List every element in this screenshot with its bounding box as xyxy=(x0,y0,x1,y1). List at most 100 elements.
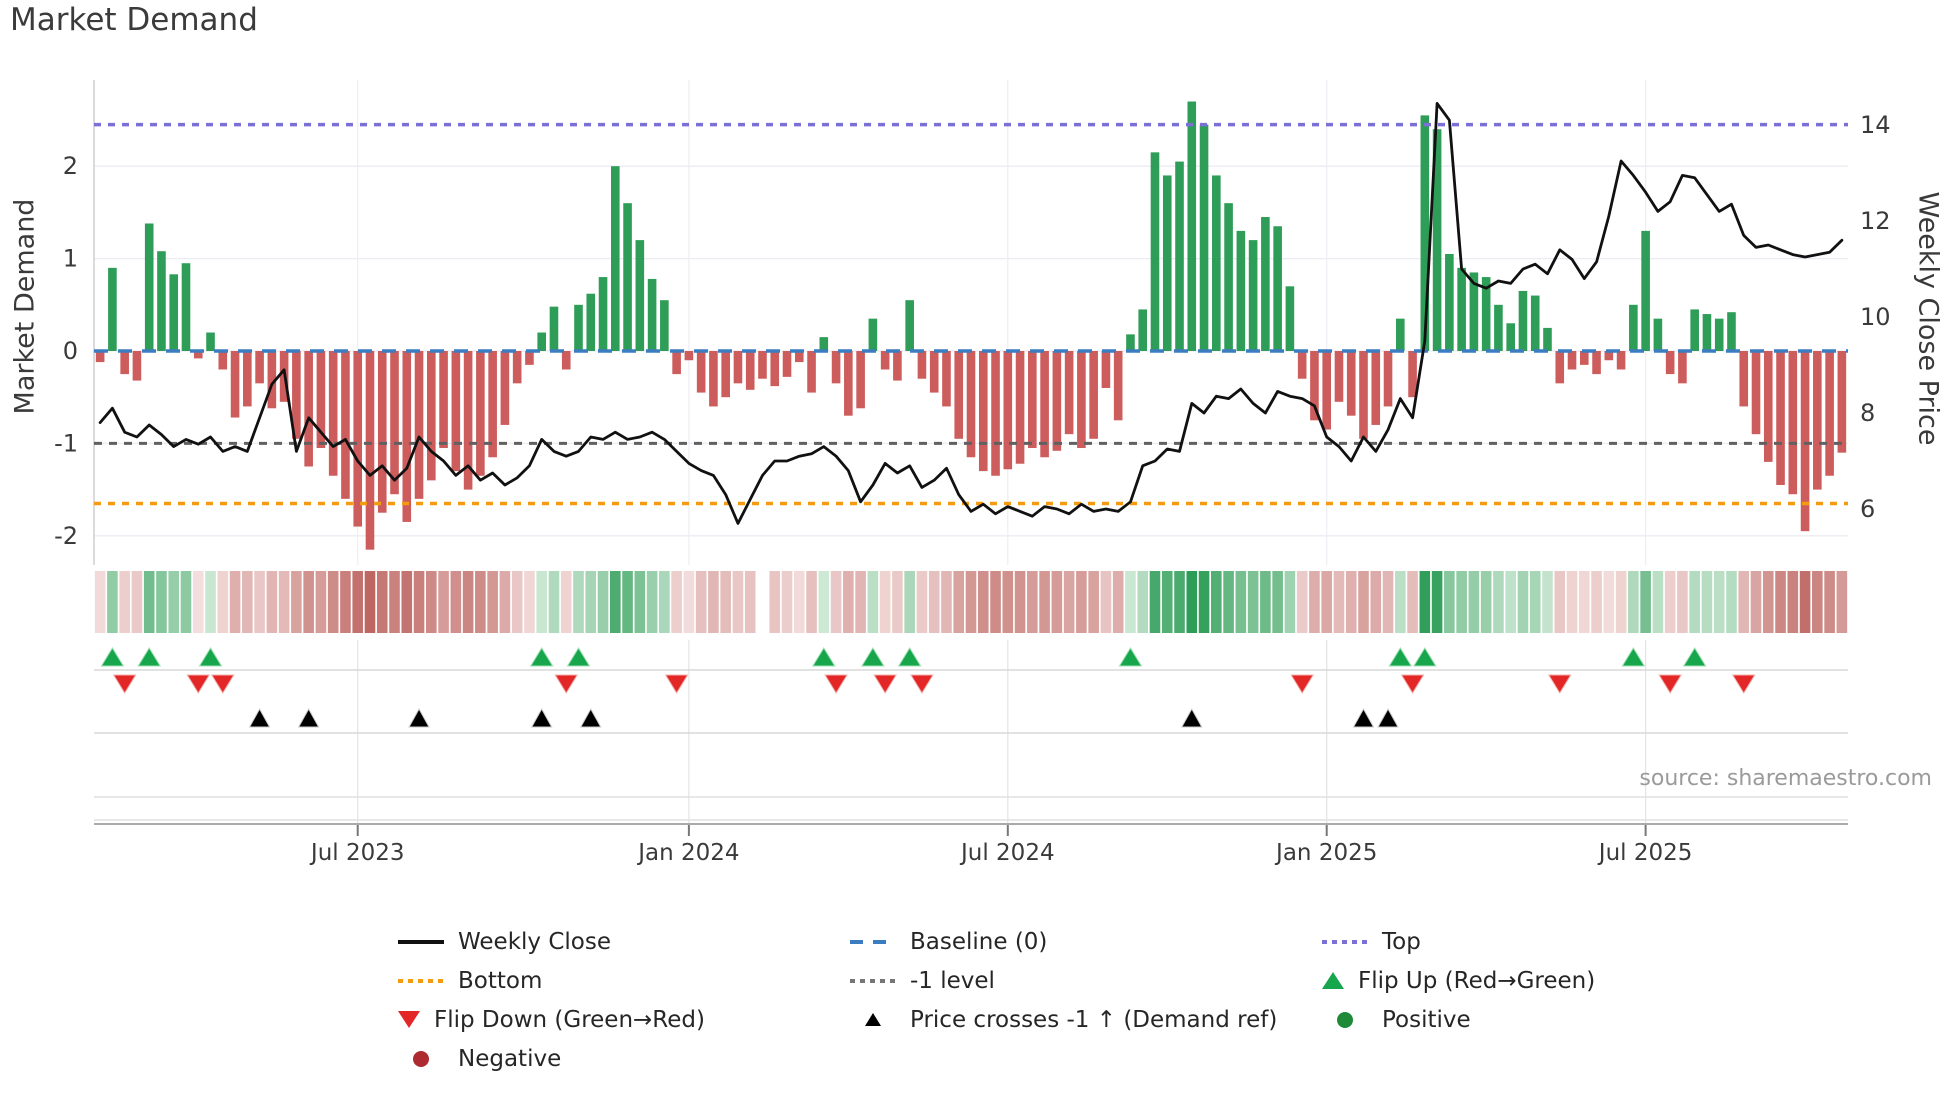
demand-bar-positive xyxy=(1653,318,1663,351)
demand-bar-positive xyxy=(623,203,632,351)
demand-bar-negative xyxy=(414,351,424,499)
demand-bar-negative xyxy=(512,351,522,384)
heatmap-cell xyxy=(1836,571,1848,633)
legend-item-top: Top xyxy=(1322,929,1595,955)
flip-down-marker xyxy=(873,674,898,694)
legend-item-flip-up: Flip Up (Red→Green) xyxy=(1322,968,1595,994)
x-tick-label: Jul 2023 xyxy=(309,840,405,866)
demand-bar-positive xyxy=(1641,230,1650,351)
demand-bar-positive xyxy=(206,332,215,351)
heatmap-cell xyxy=(634,571,646,633)
legend-label: Bottom xyxy=(458,967,543,994)
heatmap-cell xyxy=(1223,571,1234,633)
heatmap-cell xyxy=(192,571,204,633)
demand-bar-negative xyxy=(1776,351,1785,485)
legend: Weekly Close Baseline (0) Top Bottom -1 … xyxy=(398,922,1595,1078)
demand-bar-negative xyxy=(427,351,436,481)
demand-bar-negative xyxy=(230,351,240,418)
heatmap-cell xyxy=(965,571,977,633)
demand-bar-negative xyxy=(807,351,816,393)
demand-bar-negative xyxy=(476,351,485,476)
demand-bar-negative xyxy=(1604,351,1614,361)
demand-bar-negative xyxy=(733,351,743,384)
flip-down-marker xyxy=(664,674,689,694)
heatmap-cell xyxy=(1211,571,1222,633)
baseline-dash-icon xyxy=(850,939,896,944)
heatmap-cell xyxy=(683,571,695,633)
demand-bar-negative xyxy=(1616,351,1626,370)
heatmap-cell xyxy=(205,571,216,633)
demand-bar-positive xyxy=(1175,161,1184,351)
heatmap-cell xyxy=(1480,571,1492,633)
heatmap-cell xyxy=(769,571,781,633)
demand-bar-positive xyxy=(1702,314,1712,351)
demand-bar-negative xyxy=(1567,351,1577,370)
demand-bar-negative xyxy=(1383,351,1393,407)
demand-bar-negative xyxy=(353,351,363,527)
heatmap-cell xyxy=(904,571,915,633)
price-cross-marker xyxy=(1377,707,1399,728)
demand-bar-negative xyxy=(991,351,1000,476)
demand-bar-positive xyxy=(549,306,559,351)
heatmap-cell xyxy=(1112,571,1124,633)
heatmap-cell xyxy=(1137,571,1149,633)
heatmap-cell xyxy=(229,571,241,633)
heatmap-cell xyxy=(990,571,1001,633)
demand-bar-negative xyxy=(1763,351,1773,462)
right-y-tick-label: 12 xyxy=(1860,207,1891,235)
heatmap-cell xyxy=(327,571,339,633)
flip-up-marker xyxy=(529,647,554,667)
demand-bar-positive xyxy=(1248,240,1258,351)
heatmap-cell xyxy=(1407,571,1418,633)
legend-item-negative: Negative xyxy=(398,1046,850,1072)
heatmap-cell xyxy=(659,571,670,633)
price-cross-marker xyxy=(248,707,271,728)
demand-bar-positive xyxy=(1457,267,1466,351)
heatmap-cell xyxy=(597,571,609,633)
demand-bar-negative xyxy=(1678,351,1687,384)
demand-bar-positive xyxy=(1396,318,1405,351)
demand-bar-positive xyxy=(1212,175,1221,351)
demand-bar-positive xyxy=(157,251,166,351)
heatmap-cell xyxy=(671,571,682,633)
demand-bar-negative xyxy=(1825,351,1834,476)
legend-item-price-cross: Price crosses -1 ↑ (Demand ref) xyxy=(850,1007,1322,1033)
heatmap-cell xyxy=(708,571,719,633)
heatmap-cell xyxy=(1431,571,1443,633)
heatmap-cell xyxy=(1088,571,1099,633)
demand-bar-negative xyxy=(1800,351,1810,532)
demand-bar-negative xyxy=(696,351,706,393)
heatmap-cell xyxy=(1027,571,1038,633)
legend-label: Flip Up (Red→Green) xyxy=(1358,967,1596,994)
demand-bar-negative xyxy=(1003,351,1013,470)
heatmap-cell xyxy=(1554,571,1566,633)
heatmap-cell xyxy=(1738,571,1750,633)
demand-bar-negative xyxy=(929,351,939,393)
demand-bar-positive xyxy=(1236,230,1246,351)
heatmap-cell xyxy=(855,571,866,633)
heatmap-cell xyxy=(315,571,327,633)
heatmap-cell xyxy=(156,571,167,633)
price-cross-marker xyxy=(530,707,553,728)
demand-bar-negative xyxy=(316,351,326,449)
heatmap-cell xyxy=(254,571,265,633)
demand-bar-negative xyxy=(120,351,129,375)
demand-bar-positive xyxy=(169,274,179,351)
flip-up-marker xyxy=(198,647,223,667)
demand-bar-negative xyxy=(721,351,730,398)
demand-bar-positive xyxy=(610,166,620,351)
demand-bar-negative xyxy=(1837,351,1847,453)
heatmap-cell xyxy=(1395,571,1406,633)
left-y-tick-label: -1 xyxy=(54,429,78,457)
demand-bar-negative xyxy=(1113,351,1123,421)
demand-bar-positive xyxy=(1138,309,1148,351)
demand-bar-negative xyxy=(1334,351,1344,402)
price-cross-marker xyxy=(1352,707,1375,728)
heatmap-cell xyxy=(1125,571,1136,633)
heatmap-cell xyxy=(1799,571,1811,633)
heatmap-cell xyxy=(609,571,621,633)
heatmap-cell xyxy=(1370,571,1382,633)
demand-bar-positive xyxy=(1714,318,1724,351)
demand-bar-negative xyxy=(255,351,264,384)
heatmap-cell xyxy=(119,571,130,633)
